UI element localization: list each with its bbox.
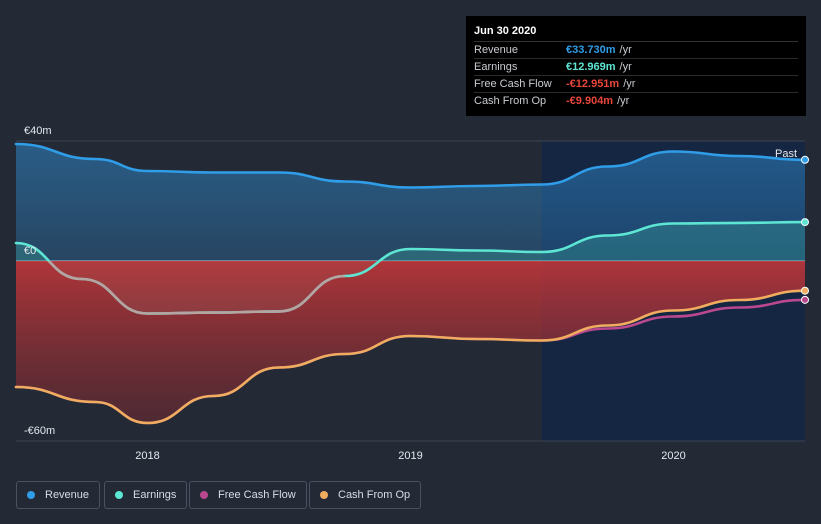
- revenue-dot-icon: [27, 491, 35, 499]
- earnings-dot-icon: [115, 491, 123, 499]
- legend-revenue[interactable]: Revenue: [16, 481, 101, 509]
- x-tick-label: 2018: [135, 450, 159, 462]
- x-tick-label: 2020: [661, 450, 685, 462]
- legend-label: Cash From Op: [338, 489, 411, 501]
- tooltip-label: Cash From Op: [474, 95, 547, 107]
- tooltip-row-earnings: Earnings €12.969m /yr: [474, 59, 798, 76]
- tooltip-value: €12.969m: [566, 61, 616, 73]
- revenue-line: [14, 142, 807, 189]
- series-lines: [14, 142, 807, 425]
- x-tick-label: 2019: [398, 450, 422, 462]
- cash-from-op-dot-icon: [320, 491, 328, 499]
- legend-free-cash-flow[interactable]: Free Cash Flow: [189, 481, 307, 509]
- legend-label: Revenue: [45, 489, 90, 501]
- legend-label: Earnings: [133, 489, 177, 501]
- tooltip-unit: /yr: [623, 78, 636, 90]
- tooltip-value: -€12.951m: [566, 78, 620, 90]
- cash-from-op-end-dot: [801, 286, 809, 295]
- legend-label: Free Cash Flow: [218, 489, 296, 501]
- tooltip: Jun 30 2020 Revenue €33.730m /yr Earning…: [466, 16, 806, 116]
- tooltip-label: Earnings: [474, 61, 518, 73]
- free-cash-flow-end-dot: [801, 295, 809, 304]
- past-label: Past: [775, 148, 797, 160]
- tooltip-value: -€9.904m: [566, 95, 614, 107]
- tooltip-row-cash-from-op: Cash From Op -€9.904m /yr: [474, 93, 798, 109]
- tooltip-row-revenue: Revenue €33.730m /yr: [474, 42, 798, 59]
- series-end-markers: [801, 155, 809, 304]
- tooltip-row-free-cash-flow: Free Cash Flow -€12.951m /yr: [474, 76, 798, 93]
- y-tick-label: €40m: [24, 125, 52, 137]
- legend-cash-from-op[interactable]: Cash From Op: [309, 481, 422, 509]
- y-axis-labels: €40m €0 -€60m: [24, 125, 55, 437]
- tooltip-unit: /yr: [619, 44, 632, 56]
- revenue-end-dot: [801, 155, 809, 164]
- x-axis-labels: 2018 2019 2020: [135, 450, 685, 462]
- y-tick-label: -€60m: [24, 425, 55, 437]
- legend-earnings[interactable]: Earnings: [104, 481, 188, 509]
- tooltip-value: €33.730m: [566, 44, 616, 56]
- earnings-negative-line: [47, 261, 345, 315]
- tooltip-date: Jun 30 2020: [474, 24, 798, 42]
- free-cash-flow-dot-icon: [200, 491, 208, 499]
- y-tick-label: €0: [24, 245, 36, 257]
- cash-area: [16, 261, 805, 423]
- tooltip-unit: /yr: [619, 61, 632, 73]
- tooltip-label: Free Cash Flow: [474, 78, 552, 90]
- tooltip-label: Revenue: [474, 44, 519, 56]
- tooltip-unit: /yr: [617, 95, 630, 107]
- cash-from-op-line: [14, 289, 807, 425]
- earnings-end-dot: [801, 218, 809, 227]
